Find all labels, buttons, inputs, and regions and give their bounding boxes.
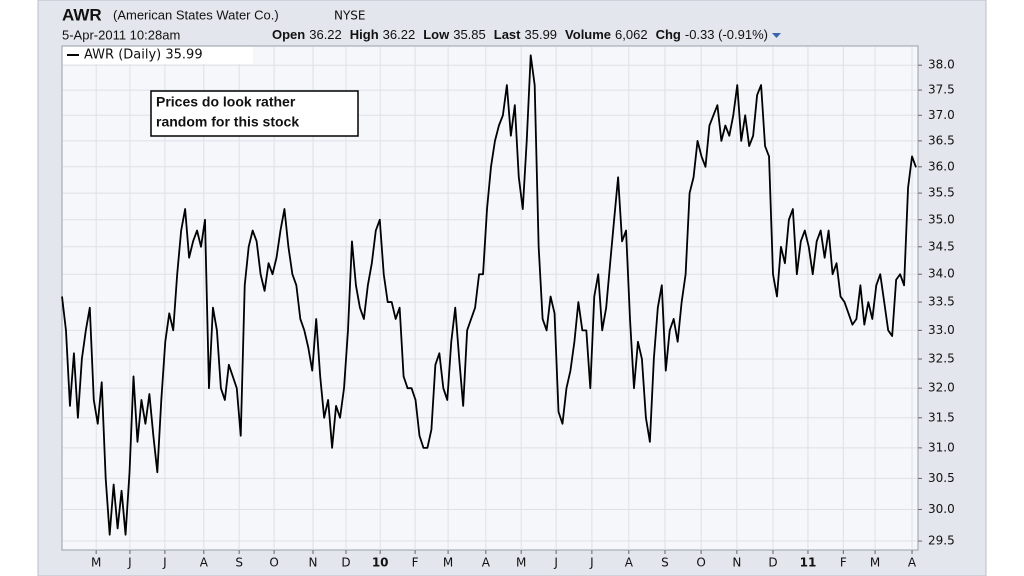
price-line (61, 54, 917, 536)
y-tick-label: 36.5 (928, 133, 955, 147)
annotation: Prices do look rather (156, 94, 296, 110)
y-tick-label: 35.0 (928, 212, 955, 226)
x-tick-label: M (516, 556, 526, 570)
legend-box (63, 47, 253, 64)
x-tick-label: A (625, 556, 634, 570)
x-tick-label: O (269, 556, 278, 570)
quote-label: Chg (656, 27, 681, 42)
y-tick-label: 34.0 (928, 267, 955, 281)
x-tick-label: S (235, 556, 243, 570)
ticker: AWR (62, 5, 102, 24)
y-tick-label: 37.5 (928, 83, 955, 97)
quote-date: 5-Apr-2011 10:28am (62, 27, 180, 42)
y-tick-label: 34.5 (928, 239, 955, 253)
x-tick-label: M (870, 556, 880, 570)
quote-value: 35.99 (525, 27, 558, 42)
x-tick-label: J (589, 556, 594, 570)
quote-value: 6,062 (615, 27, 648, 42)
quote-label: Low (423, 27, 450, 42)
x-tick-label: A (200, 556, 209, 570)
x-tick-label: S (661, 556, 669, 570)
y-tick-label: 31.5 (928, 410, 955, 424)
quote-value: 35.85 (453, 27, 486, 42)
y-tick-label: 35.5 (928, 186, 955, 200)
y-tick-label: 37.0 (928, 108, 955, 122)
x-tick-label: D (768, 556, 777, 570)
x-tick-label: 10 (372, 556, 389, 570)
company-name: (American States Water Co.) (113, 7, 279, 22)
quote-label: Last (494, 27, 521, 42)
annotation-box (150, 90, 359, 137)
y-tick-label: 36.0 (928, 159, 955, 173)
quote-label: High (350, 27, 379, 42)
y-tick-label: 30.0 (928, 502, 955, 516)
dropdown-caret[interactable] (771, 33, 781, 38)
x-tick-label: D (341, 556, 350, 570)
x-tick-label: J (127, 556, 132, 570)
y-tick-label: 32.0 (928, 381, 955, 395)
quote-value: 36.22 (309, 27, 342, 42)
annotation: random for this stock (156, 114, 299, 130)
y-tick-label: 29.5 (928, 534, 955, 548)
quote-value: -0.33 (-0.91%) (685, 27, 768, 42)
x-tick-label: A (908, 556, 917, 570)
x-tick-label: J (162, 556, 167, 570)
x-tick-label: O (696, 556, 705, 570)
y-tick-label: 33.5 (928, 295, 955, 309)
y-tick-label: 30.5 (928, 471, 955, 485)
x-tick-label: F (412, 556, 419, 570)
y-tick-label: 32.5 (928, 352, 955, 366)
quote-label: Volume (565, 27, 611, 42)
x-tick-label: 11 (800, 556, 817, 570)
legend-entry: AWR (Daily) 35.99 (84, 48, 203, 63)
x-tick-label: F (840, 556, 847, 570)
x-tick-label: M (91, 556, 101, 570)
y-tick-label: 38.0 (928, 58, 955, 72)
quote-label: Open (272, 27, 305, 42)
y-tick-label: 31.0 (928, 440, 955, 454)
x-tick-label: A (482, 556, 491, 570)
x-tick-label: J (553, 556, 558, 570)
quote-line: Open 36.22 High 36.22 Low 35.85 Last 35.99 Volum… (272, 27, 768, 42)
x-tick-label: N (309, 556, 318, 570)
y-tick-label: 33.0 (928, 323, 955, 337)
x-tick-label: M (443, 556, 453, 570)
quote-value: 36.22 (383, 27, 416, 42)
exchange: NYSE (334, 9, 366, 23)
x-tick-label: N (732, 556, 741, 570)
